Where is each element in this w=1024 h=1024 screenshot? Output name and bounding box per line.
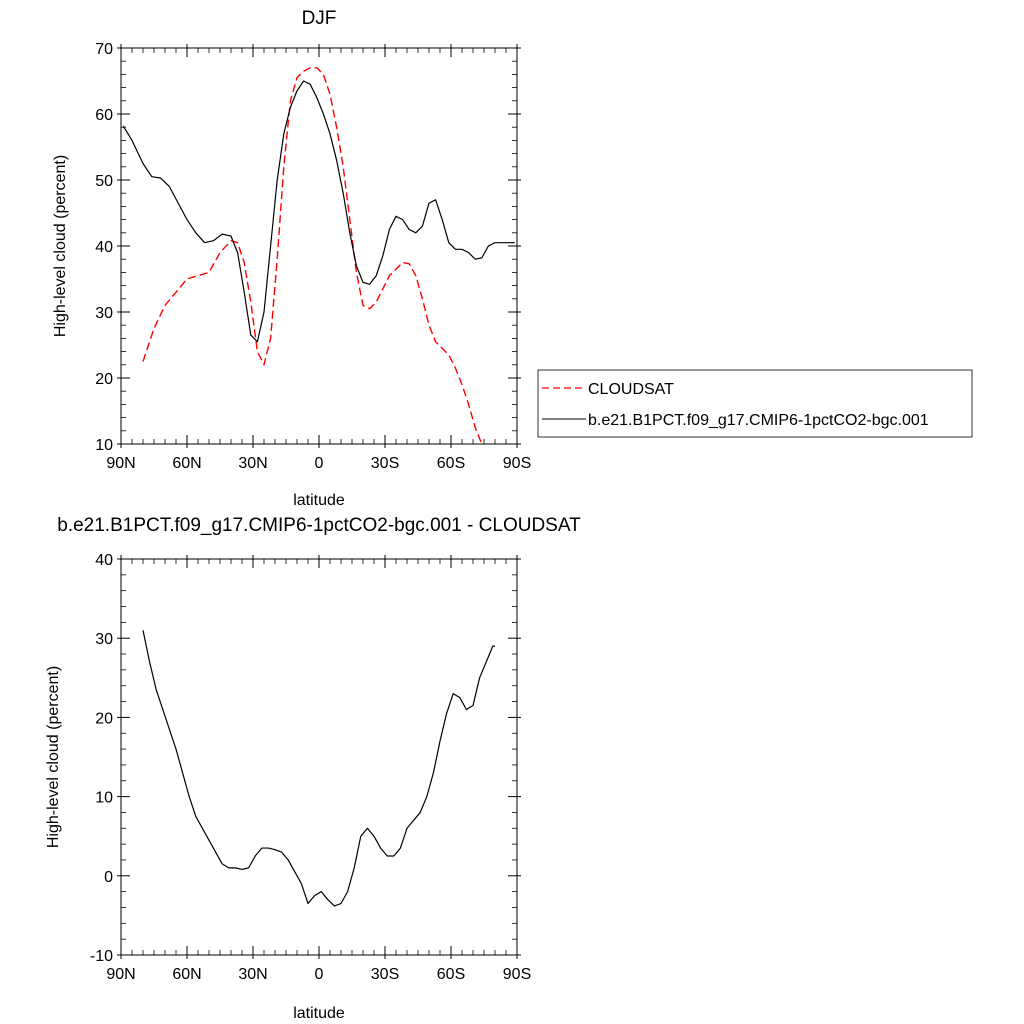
bottom-series-line-0 <box>142 630 495 907</box>
top-x-tick-label: 60N <box>172 455 201 472</box>
bottom-y-tick-label: 10 <box>95 790 113 807</box>
top-x-tick-label: 0 <box>315 455 324 472</box>
bottom-x-tick-label: 90S <box>503 966 531 983</box>
legend-label-cloudsat: CLOUDSAT <box>588 381 674 398</box>
bottom-x-tick-label: 90N <box>106 966 135 983</box>
top-x-axis-label: latitude <box>293 492 345 509</box>
top-x-tick-label: 90S <box>503 455 531 472</box>
bottom-x-tick-label: 0 <box>315 966 324 983</box>
bottom-y-tick-label: 0 <box>104 869 113 886</box>
top-y-tick-label: 70 <box>95 41 113 58</box>
top-y-tick-label: 30 <box>95 305 113 322</box>
bottom-x-tick-label: 60N <box>172 966 201 983</box>
legend: CLOUDSAT b.e21.B1PCT.f09_g17.CMIP6-1pctC… <box>537 369 973 438</box>
top-chart-title: DJF <box>302 8 337 29</box>
bottom-x-tick-label: 60S <box>437 966 465 983</box>
bottom-plot-frame <box>120 558 518 956</box>
top-y-tick-label: 60 <box>95 107 113 124</box>
top-y-tick-label: 50 <box>95 173 113 190</box>
top-y-axis-label: High-level cloud (percent) <box>52 155 69 337</box>
top-x-tick-label: 30S <box>371 455 399 472</box>
top-axis-ticks: 90N 60N 30N 0 30S 60S 90S 10 20 30 40 50 60 70 <box>95 41 531 472</box>
bottom-y-tick-label: -10 <box>90 948 113 965</box>
bottom-series-group <box>142 630 495 907</box>
top-x-tick-label: 60S <box>437 455 465 472</box>
top-x-tick-label: 90N <box>106 455 135 472</box>
top-plot-frame <box>120 47 518 445</box>
legend-box <box>537 369 973 438</box>
legend-label-model: b.e21.B1PCT.f09_g17.CMIP6-1pctCO2-bgc.00… <box>588 412 929 429</box>
top-x-tick-label: 30N <box>238 455 267 472</box>
top-series-cloudsat <box>142 67 484 444</box>
bottom-x-tick-label: 30S <box>371 966 399 983</box>
bottom-axis-ticks: 90N 60N 30N 0 30S 60S 90S -10 0 10 20 30 40 <box>90 552 531 983</box>
top-y-tick-label: 10 <box>95 437 113 454</box>
bottom-y-tick-label: 20 <box>95 710 113 727</box>
bottom-panel: b.e21.B1PCT.f09_g17.CMIP6-1pctCO2-bgc.00… <box>45 515 581 1022</box>
bottom-y-tick-label: 30 <box>95 631 113 648</box>
bottom-x-axis-label: latitude <box>293 1005 345 1022</box>
bottom-x-tick-label: 30N <box>238 966 267 983</box>
top-series-b-e21-b1pct-f09-g17-cmip6-1pctco2-bgc-001 <box>122 80 515 343</box>
top-y-tick-label: 20 <box>95 371 113 388</box>
bottom-y-axis-label: High-level cloud (percent) <box>45 666 62 848</box>
top-y-tick-label: 40 <box>95 239 113 256</box>
bottom-chart-title: b.e21.B1PCT.f09_g17.CMIP6-1pctCO2-bgc.00… <box>57 515 581 536</box>
top-series-group <box>122 67 515 444</box>
bottom-y-tick-label: 40 <box>95 552 113 569</box>
top-panel: DJF 90N 60N 30N 0 30S 60S 90S 10 20 30 40 50 60 70 la… <box>52 8 531 509</box>
